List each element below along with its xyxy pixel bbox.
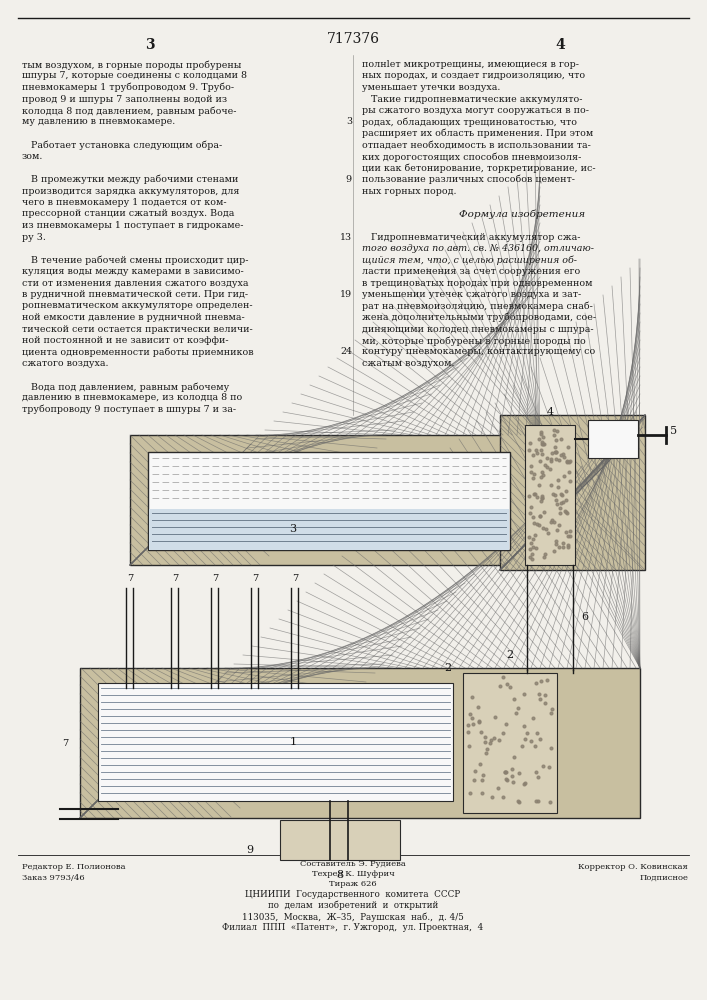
Text: сжатым воздухом.: сжатым воздухом. (362, 359, 455, 368)
Bar (463, 673, 557, 813)
Text: 3: 3 (289, 524, 296, 534)
Text: 19: 19 (340, 290, 352, 299)
Text: расширяет их область применения. При этом: расширяет их область применения. При это… (362, 129, 593, 138)
Text: 717376: 717376 (327, 32, 380, 46)
Text: 4: 4 (547, 407, 554, 417)
Text: Редактор Е. Полионова: Редактор Е. Полионова (22, 863, 126, 871)
Text: Формула изобретения: Формула изобретения (459, 210, 585, 219)
Text: рат на пневмоизоляцию, пневмокамера снаб-: рат на пневмоизоляцию, пневмокамера снаб… (362, 302, 593, 311)
Text: ции как бетонирование, торкретирование, ис-: ции как бетонирование, торкретирование, … (362, 163, 595, 173)
Text: в рудничной пневматической сети. При гид-: в рудничной пневматической сети. При гид… (22, 290, 248, 299)
Text: 13: 13 (340, 232, 352, 241)
Text: в трещиноватых породах при одновременном: в трещиноватых породах при одновременном (362, 278, 592, 288)
Text: полнlет микротрещины, имеющиеся в гор-: полнlет микротрещины, имеющиеся в гор- (362, 60, 579, 69)
Text: Тираж 626: Тираж 626 (329, 880, 377, 888)
Bar (500, 415, 645, 570)
Text: жена дополнительными трубопроводами, сое-: жена дополнительными трубопроводами, сое… (362, 313, 596, 322)
Text: циента одновременности работы приемников: циента одновременности работы приемников (22, 348, 254, 357)
Text: чего в пневмокамеру 1 подается от ком-: чего в пневмокамеру 1 подается от ком- (22, 198, 227, 207)
Text: колодца 8 под давлением, равным рабоче-: колодца 8 под давлением, равным рабоче- (22, 106, 237, 115)
Text: тической сети остается практически величи-: тической сети остается практически велич… (22, 324, 252, 334)
Text: ких дорогостоящих способов пневмоизоля-: ких дорогостоящих способов пневмоизоля- (362, 152, 581, 161)
Text: 8: 8 (337, 870, 344, 880)
Text: щийся тем, что, с целью расширения об-: щийся тем, что, с целью расширения об- (362, 255, 577, 265)
Text: Гидропневматический аккумулятор сжа-: Гидропневматический аккумулятор сжа- (362, 232, 580, 241)
Text: пневмокамеры 1 трубопроводом 9. Трубо-: пневмокамеры 1 трубопроводом 9. Трубо- (22, 83, 234, 93)
Text: 113035,  Москва,  Ж–35,  Раушская  наб.,  д. 4/5: 113035, Москва, Ж–35, Раушская наб., д. … (242, 912, 464, 922)
Text: зом.: зом. (22, 152, 43, 161)
Text: пользование различных способов цемент-: пользование различных способов цемент- (362, 175, 575, 184)
Text: трубопроводу 9 поступает в шпуры 7 и за-: трубопроводу 9 поступает в шпуры 7 и за- (22, 405, 236, 414)
Text: Техред К. Шуфрич: Техред К. Шуфрич (312, 870, 395, 878)
Text: по  делам  изобретений  и  открытий: по делам изобретений и открытий (268, 901, 438, 910)
Text: ной постоянной и не зависит от коэффи-: ной постоянной и не зависит от коэффи- (22, 336, 228, 345)
Text: ЦНИИПИ  Государственного  комитета  СССР: ЦНИИПИ Государственного комитета СССР (245, 890, 460, 899)
Text: 1: 1 (290, 737, 297, 747)
Text: Филиал  ППП  «Патент»,  г. Ужгород,  ул. Проектная,  4: Филиал ППП «Патент», г. Ужгород, ул. Про… (223, 923, 484, 932)
Text: шпуры 7, которые соединены с колодцами 8: шпуры 7, которые соединены с колодцами 8 (22, 72, 247, 81)
Text: ных горных пород.: ных горных пород. (362, 186, 457, 196)
Text: 3: 3 (145, 38, 155, 52)
Text: уменьшает утечки воздуха.: уменьшает утечки воздуха. (362, 83, 501, 92)
Text: родах, обладающих трещиноватостью, что: родах, обладающих трещиноватостью, что (362, 117, 577, 127)
Text: давлению в пневмокамере, из колодца 8 по: давлению в пневмокамере, из колодца 8 по (22, 393, 243, 402)
Text: му давлению в пневмокамере.: му давлению в пневмокамере. (22, 117, 175, 126)
Bar (80, 668, 640, 818)
Bar (149, 509, 509, 550)
Text: Вода под давлением, равным рабочему: Вода под давлением, равным рабочему (22, 382, 229, 391)
Text: ми, которые пробурены в горные породы по: ми, которые пробурены в горные породы по (362, 336, 586, 346)
Text: 9: 9 (346, 175, 352, 184)
Text: Работает установка следующим обра-: Работает установка следующим обра- (22, 140, 222, 150)
Text: того воздуха по авт. св. № 436160, отличаю-: того воздуха по авт. св. № 436160, отлич… (362, 244, 594, 253)
Text: Такие гидропневматические аккумулято-: Такие гидропневматические аккумулято- (362, 95, 583, 104)
Text: 5: 5 (670, 426, 677, 436)
Text: 7: 7 (252, 574, 258, 583)
Text: тым воздухом, в горные породы пробурены: тым воздухом, в горные породы пробурены (22, 60, 241, 70)
Text: 4: 4 (555, 38, 565, 52)
Text: В течение рабочей смены происходит цир-: В течение рабочей смены происходит цир- (22, 255, 248, 265)
Text: ласти применения за счет сооружения его: ласти применения за счет сооружения его (362, 267, 580, 276)
Text: отпадает необходимость в использовании та-: отпадает необходимость в использовании т… (362, 140, 591, 149)
Text: 2: 2 (445, 663, 452, 673)
Text: ру 3.: ру 3. (22, 232, 46, 241)
Text: 2: 2 (506, 650, 513, 660)
Text: прессорной станции сжатый воздух. Вода: прессорной станции сжатый воздух. Вода (22, 210, 235, 219)
Text: ной емкости давление в рудничной пневма-: ной емкости давление в рудничной пневма- (22, 313, 245, 322)
Text: ных породах, и создает гидроизоляцию, что: ных породах, и создает гидроизоляцию, чт… (362, 72, 585, 81)
Text: 3: 3 (346, 117, 352, 126)
Bar (148, 452, 510, 550)
Text: 7: 7 (62, 738, 68, 748)
Bar (98, 683, 453, 801)
Text: из пневмокамеры 1 поступает в гидрокаме-: из пневмокамеры 1 поступает в гидрокаме- (22, 221, 243, 230)
Bar (130, 435, 540, 565)
Text: Корректор О. Ковинская: Корректор О. Ковинская (578, 863, 688, 871)
Text: Подписное: Подписное (639, 874, 688, 882)
Text: 6: 6 (581, 612, 588, 622)
Text: ропневматическом аккумуляторе определен-: ропневматическом аккумуляторе определен- (22, 302, 252, 310)
Bar (525, 425, 575, 565)
Text: Заказ 9793/46: Заказ 9793/46 (22, 874, 85, 882)
Text: 7: 7 (292, 574, 298, 583)
Text: ры сжатого воздуха могут сооружаться в по-: ры сжатого воздуха могут сооружаться в п… (362, 106, 589, 115)
Text: 7: 7 (127, 574, 133, 583)
Text: куляция воды между камерами в зависимо-: куляция воды между камерами в зависимо- (22, 267, 244, 276)
Text: сти от изменения давления сжатого воздуха: сти от изменения давления сжатого воздух… (22, 278, 248, 288)
Text: Составитель Э. Рудиева: Составитель Э. Рудиева (300, 860, 406, 868)
Text: 9: 9 (247, 845, 254, 855)
Text: В промежутки между рабочими стенами: В промежутки между рабочими стенами (22, 175, 238, 184)
Text: сжатого воздуха.: сжатого воздуха. (22, 359, 108, 368)
Bar (280, 820, 400, 860)
Text: провод 9 и шпуры 7 заполнены водой из: провод 9 и шпуры 7 заполнены водой из (22, 95, 227, 104)
Text: контуру пневмокамеры, контактирующему со: контуру пневмокамеры, контактирующему со (362, 348, 595, 357)
Text: 7: 7 (212, 574, 218, 583)
Text: 24: 24 (340, 348, 352, 357)
Text: 7: 7 (172, 574, 178, 583)
Bar (588, 420, 638, 458)
Text: диняющими колодец пневмокамеры с шпура-: диняющими колодец пневмокамеры с шпура- (362, 324, 594, 334)
Text: уменьшении утечек сжатого воздуха и зат-: уменьшении утечек сжатого воздуха и зат- (362, 290, 581, 299)
Text: производится зарядка аккумуляторов, для: производится зарядка аккумуляторов, для (22, 186, 240, 196)
